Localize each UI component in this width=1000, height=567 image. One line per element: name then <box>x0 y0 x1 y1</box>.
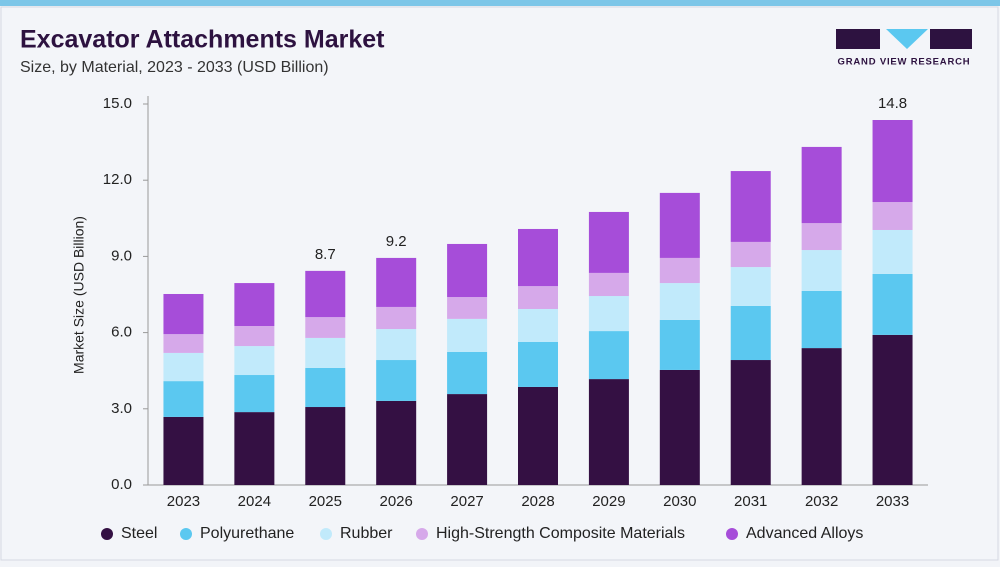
y-axis-label: Market Size (USD Billion) <box>71 216 87 374</box>
top-stripe <box>0 0 1000 6</box>
y-tick-label: 0.0 <box>111 476 132 493</box>
bar-segment <box>234 412 275 485</box>
bar-segment <box>588 296 629 332</box>
bar-segment <box>447 394 488 485</box>
total-label: 9.2 <box>386 233 407 250</box>
bar-segment <box>588 379 629 485</box>
y-tick-label: 6.0 <box>111 324 132 341</box>
bar-segment <box>305 367 346 408</box>
y-tick-label: 3.0 <box>111 400 132 417</box>
legend-swatch <box>726 528 738 540</box>
bar-segment <box>234 325 275 347</box>
logo-block <box>930 29 972 49</box>
bar-segment <box>163 416 204 485</box>
bar-segment <box>801 223 842 251</box>
bar-segment <box>163 293 204 335</box>
bar-segment <box>659 283 700 320</box>
y-tick-label: 15.0 <box>103 95 132 112</box>
y-tick-label: 12.0 <box>103 171 132 188</box>
bar-segment <box>730 360 771 485</box>
bar-segment <box>376 257 417 307</box>
bar-segment <box>659 369 700 485</box>
bar-segment <box>730 267 771 306</box>
x-tick-label: 2024 <box>238 493 271 510</box>
chart-title: Excavator Attachments Market <box>20 26 385 54</box>
bar-segment <box>447 243 488 298</box>
bar-segment <box>659 319 700 370</box>
bar-segment <box>872 334 913 485</box>
bar-segment <box>659 257 700 284</box>
bar-segment <box>518 308 558 342</box>
bar-segment <box>588 331 629 380</box>
bar-segment <box>163 352 204 382</box>
bar-segment <box>872 202 913 230</box>
bar-segment <box>447 318 488 352</box>
bar-segment <box>872 229 913 274</box>
x-tick-label: 2032 <box>805 493 838 510</box>
legend-swatch <box>180 528 192 540</box>
card <box>0 6 999 561</box>
x-tick-label: 2031 <box>734 493 767 510</box>
bar-segment <box>305 407 346 485</box>
bar-segment <box>305 317 346 338</box>
bar-segment <box>872 273 913 335</box>
x-tick-label: 2023 <box>167 493 200 510</box>
x-tick-label: 2033 <box>876 493 909 510</box>
legend-label: Advanced Alloys <box>746 525 863 542</box>
bar-segment <box>801 290 842 349</box>
bar-segment <box>518 386 558 485</box>
x-tick-label: 2027 <box>450 493 483 510</box>
x-tick-label: 2025 <box>309 493 342 510</box>
legend-swatch <box>320 528 332 540</box>
bar-segment <box>163 381 204 417</box>
logo: GRAND VIEW RESEARCH <box>836 29 972 68</box>
bar-segment <box>801 250 842 291</box>
x-tick-label: 2030 <box>663 493 696 510</box>
bar-segment <box>730 305 771 361</box>
legend-label: Rubber <box>340 525 393 542</box>
bar-segment <box>234 283 275 326</box>
bar-segment <box>376 360 417 401</box>
logo-text: GRAND VIEW RESEARCH <box>838 57 971 68</box>
bar-segment <box>305 270 346 318</box>
y-tick-label: 9.0 <box>111 247 132 264</box>
bar-segment <box>447 351 488 395</box>
bar-segment <box>801 146 842 224</box>
x-tick-label: 2026 <box>379 493 412 510</box>
bar-segment <box>234 346 275 376</box>
bar-segment <box>305 337 346 368</box>
bar-segment <box>518 228 558 287</box>
bar-segment <box>376 329 417 361</box>
bar-segment <box>234 375 275 413</box>
legend-swatch <box>416 528 428 540</box>
chart-subtitle: Size, by Material, 2023 - 2033 (USD Bill… <box>20 59 329 76</box>
bar-segment <box>588 211 629 273</box>
bar-segment <box>518 286 558 309</box>
bar-segment <box>801 348 842 485</box>
logo-triangle <box>886 29 928 49</box>
bar-segment <box>872 120 913 203</box>
bar-segment <box>659 192 700 258</box>
legend-label: Steel <box>121 525 157 542</box>
logo-block <box>836 29 880 49</box>
bar-segment <box>588 272 629 297</box>
x-tick-label: 2029 <box>592 493 625 510</box>
bar-segment <box>730 171 771 242</box>
x-tick-label: 2028 <box>521 493 554 510</box>
bar-segment <box>447 297 488 319</box>
total-label: 8.7 <box>315 246 336 263</box>
legend-swatch <box>101 528 113 540</box>
total-label: 14.8 <box>878 95 907 112</box>
bar-segment <box>376 306 417 330</box>
bar-segment <box>730 241 771 268</box>
bar-segment <box>518 341 558 387</box>
legend-label: High-Strength Composite Materials <box>436 525 685 542</box>
bar-segment <box>376 400 417 485</box>
bar-segment <box>163 334 204 353</box>
legend-label: Polyurethane <box>200 525 294 542</box>
